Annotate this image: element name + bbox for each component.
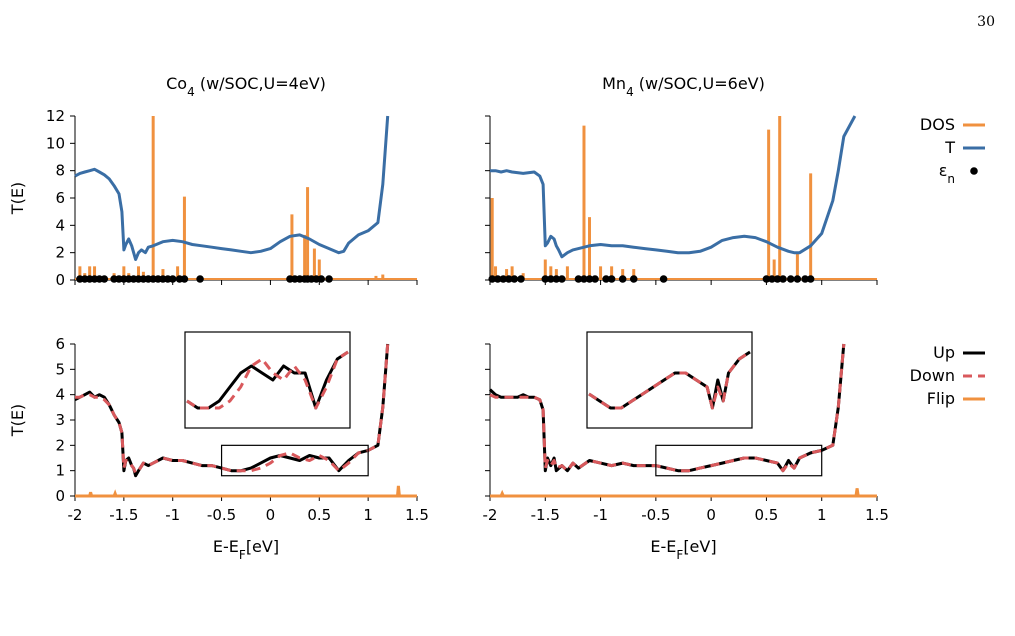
energy-level-point: [591, 275, 599, 283]
legend-label: T: [944, 138, 955, 157]
inset-frame: [184, 331, 351, 429]
energy-level-point: [180, 275, 189, 283]
flip-line: [490, 488, 877, 498]
energy-level-point: [580, 275, 588, 283]
y-tick-label: 8: [55, 162, 65, 180]
panel-mn4-top: Mn4 (w/SOC,U=6eV): [485, 74, 878, 285]
energy-level-point: [517, 275, 525, 283]
legend-label: Flip: [927, 389, 955, 408]
legend-label: εn: [939, 161, 955, 186]
panel-co4-top: 0 2 4 6 8 10 12 Co4 (w/SOC,U=4eV) T(E): [8, 74, 418, 289]
legend-label: DOS: [920, 115, 955, 134]
energy-level-point: [779, 275, 787, 283]
panel-title: Co4 (w/SOC,U=4eV): [166, 74, 326, 99]
flip-line: [75, 485, 417, 498]
energy-level-point: [806, 275, 815, 283]
energy-level-point: [659, 275, 668, 283]
x-tick-label: 0: [706, 506, 716, 524]
x-axis-label: E-EF[eV]: [650, 537, 716, 562]
x-tick-label: -1.5: [531, 506, 560, 524]
panel-title: Mn4 (w/SOC,U=6eV): [602, 74, 765, 99]
energy-level-point: [168, 275, 177, 283]
x-tick-label: -1: [165, 506, 180, 524]
energy-level-point: [768, 275, 776, 283]
y-tick-label: 3: [55, 411, 65, 429]
y-tick-label: 0: [55, 271, 65, 289]
inset-zoom: [586, 331, 753, 429]
zoom-window-box: [220, 444, 369, 477]
legend-label: Up: [933, 343, 955, 362]
panel-mn4-bottom: -2 -1.5 -1 -0.5 0 0.5 1 1.5 E-EF[eV]: [483, 331, 889, 562]
x-tick-label: -0.5: [207, 506, 236, 524]
inset-frame: [586, 331, 753, 429]
y-tick-label: 1: [55, 462, 65, 480]
transmission-line: [74, 115, 390, 261]
transmission-line: [490, 115, 857, 259]
y-tick-label: 2: [55, 244, 65, 262]
energy-level-point: [801, 275, 809, 283]
energy-level-point: [629, 275, 638, 283]
energy-level-point: [541, 275, 550, 283]
x-tick-label: 1.5: [405, 506, 429, 524]
y-tick-label: 10: [46, 134, 65, 152]
y-tick-label: 6: [55, 335, 65, 353]
energy-level-point: [552, 275, 561, 283]
panel-co4-bottom: 0 1 2 3 4 5 6 -2 -1.5 -1 -0.5 0 0.5 1 1.5 T(E) E-EF[eV]: [8, 331, 429, 562]
energy-level-point: [488, 275, 497, 283]
y-tick-label: 4: [55, 216, 65, 234]
energy-level-point: [773, 275, 782, 283]
x-tick-label: 1: [363, 506, 373, 524]
x-axis-label: E-EF[eV]: [213, 537, 279, 562]
y-tick-label: 12: [46, 107, 65, 125]
legend-label: Down: [910, 366, 955, 385]
energy-level-point: [325, 275, 333, 283]
x-tick-label: -2: [483, 506, 498, 524]
legend-bottom: Up Down Flip: [910, 343, 985, 408]
x-tick-label: 0.5: [754, 506, 778, 524]
energy-level-point: [547, 275, 555, 283]
down-line: [489, 343, 846, 473]
x-tick-label: -2: [68, 506, 83, 524]
inset-zoom: [184, 331, 351, 429]
inset-down-line: [186, 350, 349, 410]
energy-level-point: [100, 275, 109, 283]
y-axis-label: T(E): [8, 404, 27, 437]
legend-swatch: [970, 167, 978, 175]
x-tick-label: 1.5: [865, 506, 889, 524]
x-tick-label: -1: [593, 506, 608, 524]
energy-level-point: [504, 275, 513, 283]
y-tick-label: 5: [55, 360, 65, 378]
energy-level-point: [793, 275, 802, 283]
energy-level-point: [499, 275, 508, 283]
energy-level-point: [585, 275, 594, 283]
inset-up-line: [186, 350, 349, 410]
energy-level-point: [510, 275, 519, 283]
energy-level-point: [493, 275, 502, 283]
x-tick-label: -0.5: [641, 506, 670, 524]
energy-level-point: [602, 275, 610, 283]
energy-level-point: [196, 275, 204, 283]
x-tick-label: 1: [817, 506, 827, 524]
inset-down-line: [588, 350, 751, 410]
y-tick-label: 2: [55, 436, 65, 454]
down-line: [75, 343, 390, 475]
x-tick-label: 0.5: [307, 506, 331, 524]
energy-level-point: [762, 275, 771, 283]
x-tick-label: 0: [266, 506, 276, 524]
energy-level-point: [574, 275, 583, 283]
energy-level-point: [317, 275, 326, 283]
energy-level-point: [607, 275, 616, 283]
page-number: 30: [977, 14, 995, 30]
energy-level-point: [618, 275, 627, 283]
legend-top: DOS Tεn: [920, 115, 985, 186]
energy-level-point: [558, 275, 566, 283]
x-tick-label: -1.5: [109, 506, 138, 524]
energy-level-point: [786, 275, 795, 283]
y-tick-label: 6: [55, 189, 65, 207]
y-tick-label: 4: [55, 386, 65, 404]
y-axis-label: T(E): [8, 182, 27, 215]
zoom-window-box: [655, 444, 823, 477]
y-tick-label: 0: [55, 487, 65, 505]
